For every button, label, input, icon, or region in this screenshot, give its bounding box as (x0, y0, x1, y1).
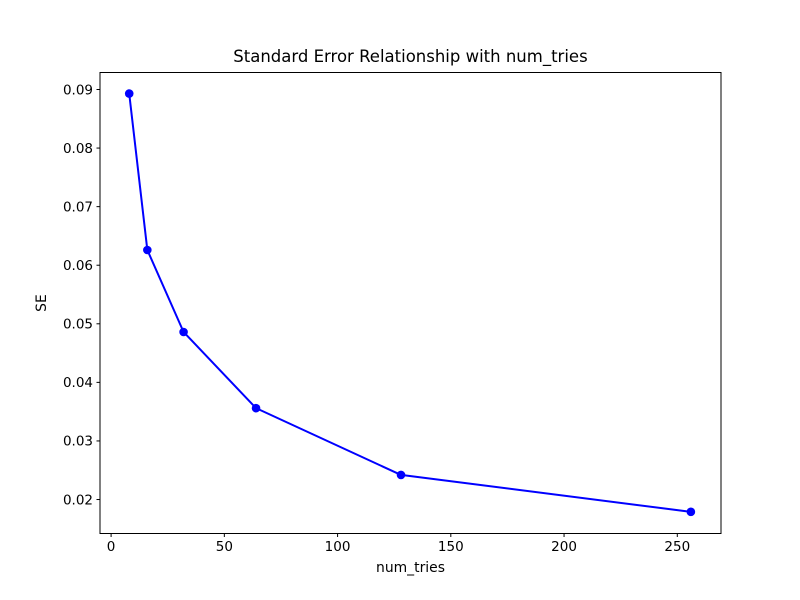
x-tick-label: 150 (438, 539, 464, 555)
y-tick-label: 0.07 (63, 199, 93, 215)
y-tick-label: 0.09 (63, 82, 93, 98)
x-tick-label: 50 (216, 539, 233, 555)
data-point-marker (251, 403, 261, 413)
x-tick-label: 250 (664, 539, 690, 555)
y-tick-label: 0.06 (63, 258, 93, 274)
x-tick-label: 100 (325, 539, 351, 555)
data-point-marker (686, 507, 696, 517)
data-point-marker (396, 470, 406, 480)
y-tick-label: 0.08 (63, 141, 93, 157)
y-tick-label: 0.04 (63, 375, 93, 391)
se-line-series (128, 93, 692, 513)
y-tick-label: 0.03 (63, 434, 93, 450)
plot-area: 0 50 100 150 200 250 0.02 0.03 0.04 0.05 0.06 0.07 0… (63, 72, 722, 555)
y-tick-label: 0.05 (63, 317, 93, 333)
x-axis-label: num_tries (376, 560, 445, 576)
axes-spines (99, 72, 722, 534)
chart-title: Standard Error Relationship with num_tri… (233, 47, 587, 67)
data-point-marker (143, 245, 152, 255)
x-tick-label: 0 (107, 539, 116, 555)
y-axis-label: SE (34, 294, 50, 312)
x-tick-label: 200 (551, 539, 577, 555)
data-point-marker (124, 89, 134, 98)
data-point-marker (179, 327, 188, 337)
y-tick-label: 0.02 (63, 492, 93, 508)
